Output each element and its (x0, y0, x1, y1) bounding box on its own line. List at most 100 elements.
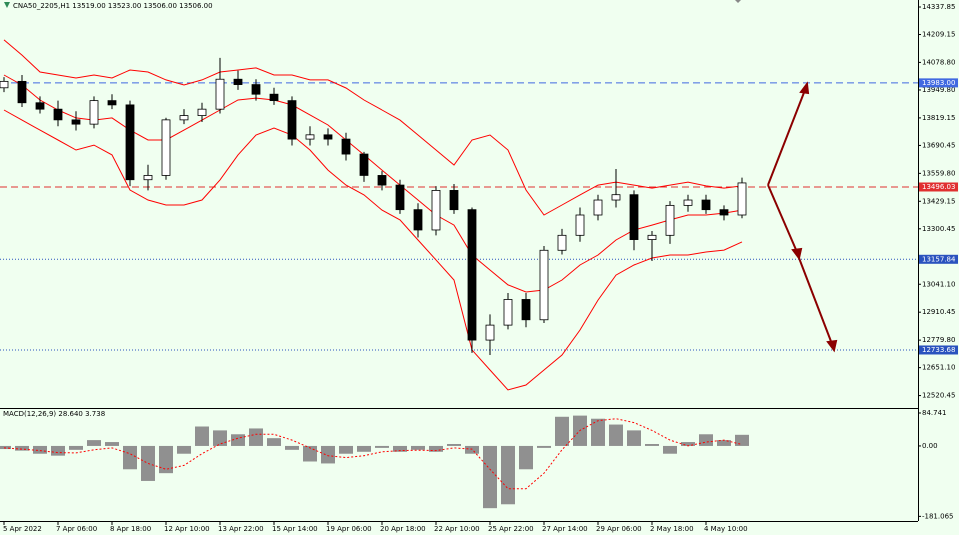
y-tick-label: 12520.45 (922, 392, 955, 400)
macd-bar (609, 424, 623, 446)
macd-bar (51, 445, 65, 456)
macd-bar (411, 445, 425, 450)
macd-bar (393, 445, 407, 452)
macd-bar (285, 445, 299, 450)
candle-body (503, 299, 513, 326)
y-tick-label: 12651.10 (922, 364, 955, 372)
macd-bar (69, 445, 83, 450)
candle-body (737, 182, 747, 216)
shift-marker (735, 0, 741, 3)
candle-body (17, 80, 27, 104)
macd-bar (213, 430, 227, 446)
y-tick-label: 13300.45 (922, 225, 955, 233)
candle-body (197, 108, 207, 116)
y-tick-label: 13559.80 (922, 169, 955, 177)
arrow-up (767, 89, 806, 186)
x-tick-label: 8 Apr 18:00 (110, 525, 151, 533)
y-tick-label: -181.065 (922, 512, 953, 520)
price-label: 12733.68 (922, 346, 955, 354)
macd-bar (501, 445, 515, 505)
x-tick-label: 25 Apr 22:00 (488, 525, 534, 533)
candle-body (341, 138, 351, 155)
x-tick-label: 5 Apr 2022 (3, 525, 42, 533)
symbol-icon (4, 2, 10, 8)
macd-bar (321, 445, 335, 464)
x-tick-label: 15 Apr 14:00 (272, 525, 318, 533)
y-tick-label: 13041.10 (922, 280, 955, 288)
y-tick-label: 13690.45 (922, 141, 955, 149)
macd-bar (627, 430, 641, 446)
x-tick-label: 2 May 18:00 (650, 525, 694, 533)
y-tick-label: 84.741 (922, 409, 947, 417)
macd-bar (537, 445, 551, 448)
candle-body (323, 134, 333, 140)
y-tick-label: 14078.80 (922, 58, 955, 66)
x-tick-label: 20 Apr 18:00 (380, 525, 426, 533)
candle-body (215, 78, 225, 110)
macd-bar (591, 418, 605, 446)
candle-body (89, 100, 99, 125)
y-tick-label: 13429.15 (922, 197, 955, 205)
macd-bar (483, 445, 497, 509)
candle-body (683, 199, 693, 206)
candle-body (395, 184, 405, 211)
macd-bar (429, 445, 443, 452)
candle-body (305, 134, 315, 140)
macd-bar (267, 438, 281, 446)
x-tick-label: 7 Apr 06:00 (56, 525, 97, 533)
x-tick-label: 19 Apr 06:00 (326, 525, 372, 533)
indicator-title: MACD(12,26,9) 28.640 3.738 (3, 410, 105, 418)
x-tick-label: 22 Apr 10:00 (434, 525, 480, 533)
macd-bar (645, 444, 659, 446)
arrowhead (799, 81, 810, 95)
macd-bar (195, 426, 209, 446)
price-label-box (919, 182, 958, 192)
price-label-box (919, 345, 958, 355)
candle-body (413, 209, 423, 231)
macd-bar (717, 440, 731, 446)
macd-bar (699, 434, 713, 446)
macd-bar (681, 442, 695, 446)
candle-body (647, 234, 657, 240)
macd-bar (339, 445, 353, 454)
x-tick-label: 29 Apr 06:00 (596, 525, 642, 533)
candle-body (71, 119, 81, 125)
y-tick-label: 12910.45 (922, 308, 955, 316)
macd-bar (33, 445, 47, 454)
price-label: 13496.03 (922, 183, 955, 191)
chart-title: CNA50_2205,H1 13519.00 13523.00 13506.00… (13, 2, 213, 10)
candle-body (125, 104, 135, 181)
candle-body (107, 100, 117, 106)
candle-body (593, 199, 603, 216)
arrow-down (767, 184, 798, 253)
macd-bar (177, 445, 191, 454)
price-label-box (919, 254, 958, 264)
macd-bar (447, 444, 461, 446)
plot-layer (0, 39, 918, 509)
candle-body (539, 249, 549, 321)
macd-bar (105, 442, 119, 446)
macd-bar (15, 445, 29, 451)
candle-body (233, 78, 243, 85)
candle-body (467, 209, 477, 341)
price-label: 13983.00 (922, 79, 955, 87)
price-label-box (919, 78, 958, 88)
candle-body (161, 119, 171, 176)
macd-bar (465, 445, 479, 454)
candle-body (431, 190, 441, 231)
candle-body (575, 214, 585, 236)
signal-line (3, 418, 743, 490)
candle-body (701, 199, 711, 211)
macd-bar (735, 434, 749, 446)
macd-bar (249, 428, 263, 446)
candle-body (377, 175, 387, 186)
y-tick-label: 13819.15 (922, 114, 955, 122)
candle-body (53, 108, 63, 121)
candle-body (629, 194, 639, 240)
candle-body (269, 93, 279, 102)
candle-body (143, 175, 153, 181)
macd-bar (141, 445, 155, 481)
x-tick-label: 12 Apr 10:00 (164, 525, 210, 533)
